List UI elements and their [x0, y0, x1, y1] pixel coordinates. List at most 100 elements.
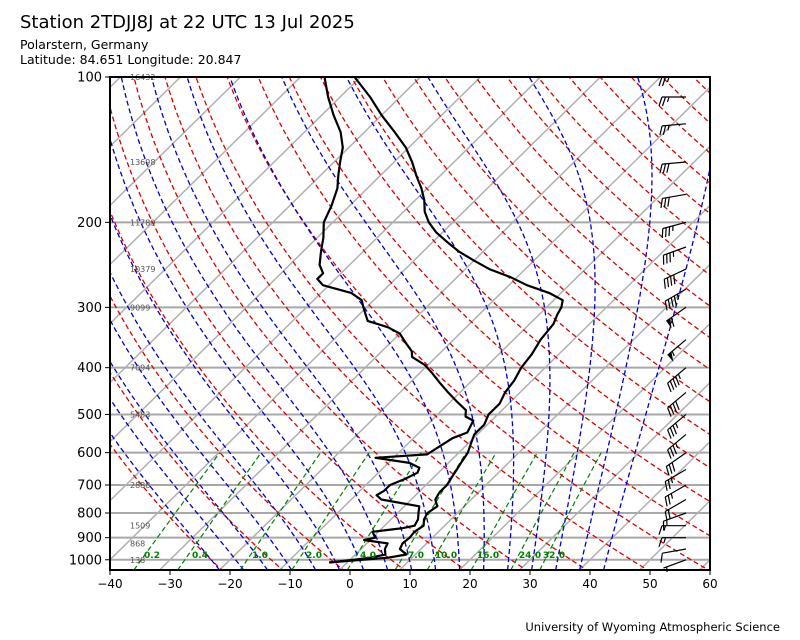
barb-staff: [665, 306, 687, 322]
mixing-ratio-label: 2.0: [306, 551, 322, 561]
dry-adiabat-line: [164, 77, 589, 570]
wind-barb: [665, 306, 687, 329]
mixing-ratio-label: 24.0: [519, 551, 541, 561]
barb-pennant: [667, 351, 674, 363]
moist-adiabat-line: [110, 213, 341, 570]
mixing-ratio-label: 32.0: [543, 551, 565, 561]
isotherm-line: [458, 322, 710, 570]
y-tick-label: 200: [77, 216, 102, 231]
barb-half: [672, 251, 675, 257]
barb-pennant: [666, 318, 672, 329]
mixing-ratio-line: [346, 452, 422, 570]
x-tick-label: 50: [642, 577, 657, 591]
moist-adiabat-line: [110, 136, 365, 570]
wind-barbs: [658, 76, 687, 573]
wind-barb: [658, 76, 686, 87]
barb-full: [659, 163, 663, 174]
mixing-ratio-line: [426, 452, 497, 570]
barb-full: [659, 125, 663, 136]
isotherm-line: [338, 204, 710, 570]
x-tick-label: −40: [97, 577, 122, 591]
isotherm-line: [110, 77, 362, 325]
sounding-profiles: [316, 77, 564, 564]
barb-full: [667, 382, 672, 393]
mixing-ratio-line: [470, 452, 538, 570]
station-location: Polarstern, Germany: [20, 37, 149, 52]
wind-barb: [659, 161, 687, 174]
barb-full: [667, 197, 670, 207]
wind-barb: [663, 559, 687, 573]
moist-adiabat-line: [150, 77, 413, 570]
station-coordinates: Latitude: 84.651 Longitude: 20.847: [20, 52, 242, 67]
barb-full: [658, 537, 663, 547]
barb-staff: [665, 452, 687, 467]
wind-barb: [665, 452, 687, 476]
x-tick-label: 30: [522, 577, 537, 591]
moist-adiabat-line: [602, 165, 710, 570]
barb-full: [658, 96, 663, 107]
dry-adiabat-line: [110, 294, 345, 570]
barb-staff: [667, 433, 687, 451]
barb-full: [664, 496, 668, 507]
barb-full: [672, 445, 678, 455]
chart-title: Station 2TDJJ8J at 22 UTC 13 Jul 2025: [20, 12, 355, 33]
barb-half: [666, 96, 670, 103]
isotherm-line: [0, 55, 83, 580]
mixing-ratio-line: [177, 452, 262, 570]
isotherm-line: [698, 558, 710, 570]
barb-half: [663, 537, 667, 543]
barb-staff: [663, 559, 687, 569]
dry-adiabat-line: [133, 77, 528, 570]
credit-text: University of Wyoming Atmospheric Scienc…: [525, 620, 780, 634]
barb-full: [668, 464, 673, 474]
moist-adiabat-line: [427, 77, 551, 570]
mixing-ratio-line: [133, 452, 221, 570]
dry-adiabat-line: [443, 77, 710, 339]
barb-full: [667, 449, 672, 459]
isotherm-line: [518, 381, 710, 570]
isotherm-line: [110, 77, 602, 561]
dry-adiabat-line: [110, 443, 223, 570]
barb-half: [676, 293, 680, 300]
barb-full: [669, 405, 675, 415]
height-label: 138: [130, 556, 145, 565]
isotherm-line: [110, 77, 422, 384]
barb-half: [672, 225, 674, 232]
barb-half: [666, 566, 668, 573]
dry-adiabat-line: [226, 77, 710, 570]
barb-full: [666, 253, 668, 264]
mixing-ratio-label: 0.4: [192, 551, 208, 561]
barb-full: [669, 276, 673, 286]
moist-adiabat-line: [281, 77, 485, 570]
height-label: 10379: [130, 265, 155, 274]
dry-adiabat-line: [474, 77, 710, 307]
dry-adiabat-line: [505, 77, 710, 276]
barb-half: [667, 125, 670, 131]
x-tick-label: 0: [346, 577, 354, 591]
x-tick-label: −10: [277, 577, 302, 591]
barb-staff: [667, 391, 687, 409]
y-tick-label: 300: [77, 301, 102, 316]
barb-staff: [662, 221, 687, 230]
barb-full: [662, 521, 665, 531]
dewpoint-profile: [316, 77, 475, 564]
barb-full: [667, 299, 671, 309]
barb-full: [671, 462, 676, 472]
wind-barb: [667, 413, 687, 439]
barb-full: [664, 300, 668, 311]
mixing-ratio-label: 4.0: [360, 551, 376, 561]
barb-full: [660, 198, 663, 208]
height-label: 7094: [130, 364, 150, 373]
barb-staff: [664, 468, 687, 483]
barb-full: [672, 425, 678, 435]
height-label: 1509: [130, 522, 150, 531]
barb-full: [660, 553, 663, 563]
barb-full: [675, 400, 680, 411]
y-tick-label: 100: [77, 71, 102, 86]
barb-full: [669, 252, 671, 263]
barb-full: [658, 525, 663, 535]
barb-half: [677, 373, 681, 380]
barb-full: [672, 403, 678, 413]
wind-barb: [664, 498, 687, 521]
